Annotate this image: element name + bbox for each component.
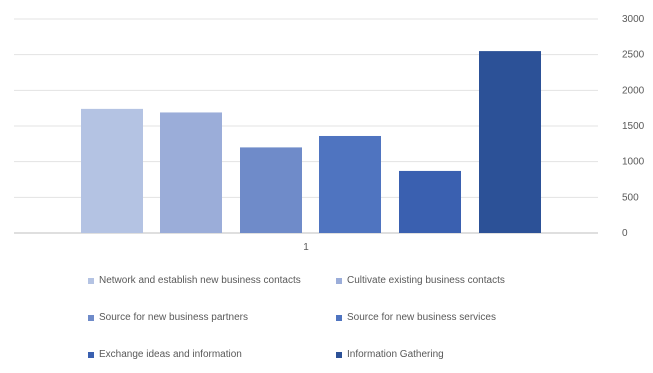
- legend-label: Source for new business services: [347, 312, 496, 323]
- legend-item: Source for new business partners: [88, 299, 336, 336]
- legend-label: Network and establish new business conta…: [99, 275, 301, 286]
- legend-item: Information Gathering: [336, 336, 596, 373]
- bar: [81, 108, 143, 233]
- legend-label: Information Gathering: [347, 349, 444, 360]
- legend-swatch: [88, 351, 94, 358]
- legend-item: Network and establish new business conta…: [88, 262, 336, 299]
- bars: [81, 51, 541, 233]
- plot-area: 0 500 1000 1500 2000 2500 3000 1: [14, 14, 645, 253]
- bar: [160, 112, 222, 233]
- y-tick-label: 1000: [622, 157, 645, 168]
- legend-item: Exchange ideas and information: [88, 336, 336, 373]
- bar: [479, 51, 541, 233]
- bar: [240, 147, 302, 233]
- chart: 0 500 1000 1500 2000 2500 3000 1 Network and e…: [14, 14, 645, 360]
- bar: [319, 135, 381, 233]
- y-tick-label: 2000: [622, 85, 645, 96]
- legend: Network and establish new business conta…: [88, 262, 608, 373]
- legend-swatch: [336, 351, 342, 358]
- legend-swatch: [88, 277, 94, 284]
- y-tick-label: 1500: [622, 121, 645, 132]
- legend-label: Source for new business partners: [99, 312, 248, 323]
- x-tick-label: 1: [303, 242, 309, 253]
- y-tick-label: 500: [622, 192, 639, 203]
- y-tick-label: 0: [622, 228, 628, 239]
- y-tick-label: 2500: [622, 50, 645, 61]
- y-tick-label: 3000: [622, 14, 645, 25]
- legend-label: Exchange ideas and information: [99, 349, 242, 360]
- legend-item: Cultivate existing business contacts: [336, 262, 596, 299]
- bar: [399, 170, 461, 233]
- legend-swatch: [336, 277, 342, 284]
- legend-label: Cultivate existing business contacts: [347, 275, 505, 286]
- x-axis: 1: [303, 242, 309, 253]
- legend-item: Source for new business services: [336, 299, 596, 336]
- legend-swatch: [88, 314, 94, 321]
- y-axis: 0 500 1000 1500 2000 2500 3000: [622, 14, 645, 239]
- legend-swatch: [336, 314, 342, 321]
